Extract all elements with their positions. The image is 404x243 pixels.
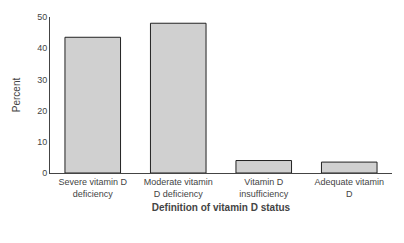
svg-text:Definition of vitamin D status: Definition of vitamin D status xyxy=(152,202,291,213)
svg-text:Adequate vitaminD: Adequate vitaminD xyxy=(314,177,384,199)
svg-text:50: 50 xyxy=(37,12,47,22)
svg-text:30: 30 xyxy=(37,75,47,85)
svg-text:Percent: Percent xyxy=(11,78,22,113)
svg-text:Severe vitamin Ddeficiency: Severe vitamin Ddeficiency xyxy=(58,177,127,199)
svg-text:0: 0 xyxy=(42,168,47,178)
svg-text:40: 40 xyxy=(37,43,47,53)
svg-text:20: 20 xyxy=(37,106,47,116)
svg-text:10: 10 xyxy=(37,137,47,147)
svg-text:Moderate vitaminD deficiency: Moderate vitaminD deficiency xyxy=(144,177,213,199)
svg-text:Vitamin Dinsufficiency: Vitamin Dinsufficiency xyxy=(239,177,288,199)
